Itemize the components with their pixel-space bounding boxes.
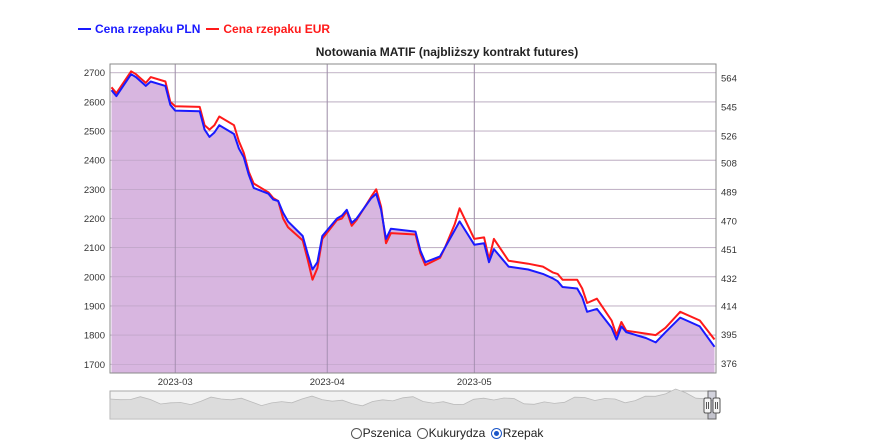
y-right-tick-label: 414 (721, 301, 737, 312)
radio-kukurydza[interactable]: Kukurydza (416, 426, 486, 440)
legend-eur-swatch (206, 28, 220, 30)
y-left-tick-label: 2700 (84, 68, 105, 79)
legend-eur-label: Cena rzepaku EUR (223, 22, 331, 36)
radio-rzepak[interactable]: Rzepak (490, 426, 544, 440)
y-right-tick-label: 508 (721, 159, 737, 170)
price-chart: 1700 1800 1900 2000 2100 2200 2300 2400 2500 2600… (84, 63, 737, 420)
y-left-tick-label: 2300 (84, 185, 105, 196)
handle-body (703, 397, 712, 414)
commodity-selector: Pszenica Kukurydza Rzepak (0, 426, 894, 442)
navigator-history (109, 388, 717, 420)
series-line-eur (110, 70, 716, 341)
y-left-tick-label: 2200 (84, 214, 105, 225)
series-line-pln (110, 73, 716, 348)
y-left-tick-label: 1700 (84, 360, 105, 371)
y-left-tick-label: 2100 (84, 243, 105, 254)
radio-pszenica[interactable]: Pszenica (350, 426, 412, 440)
radio-kukurydza-circle[interactable] (416, 427, 428, 439)
legend: Cena rzepaku PLN Cena rzepaku EUR (78, 22, 330, 36)
radio-kukurydza-label: Kukurydza (428, 426, 486, 440)
y-right-tick-label: 432 (721, 274, 737, 285)
range-handle-right-icon[interactable] (712, 397, 721, 414)
radio-pszenica-circle[interactable] (350, 427, 362, 439)
y-right-tick-label: 545 (721, 102, 737, 113)
y-right-tick-label: 564 (721, 74, 737, 85)
y-left-tick-label: 2400 (84, 156, 105, 167)
y-right-tick-label: 470 (721, 216, 737, 227)
y-right-tick-label: 376 (721, 359, 737, 370)
y-right-tick-label: 451 (721, 245, 737, 256)
series-area-fill (111, 74, 715, 373)
legend-pln-swatch (78, 28, 91, 30)
range-navigator (109, 388, 721, 420)
y-left-tick-label: 1900 (84, 301, 105, 312)
legend-item-eur[interactable]: Cena rzepaku EUR (206, 22, 330, 36)
x-tick-label: 2023-04 (310, 377, 345, 388)
radio-pszenica-label: Pszenica (362, 426, 412, 440)
handle-body (712, 397, 721, 414)
y-right-tick-label: 489 (721, 187, 737, 198)
y-right-tick-label: 395 (721, 330, 737, 341)
radio-rzepak-label: Rzepak (502, 426, 544, 440)
y-left-tick-label: 2600 (84, 97, 105, 108)
y-left-tick-label: 1800 (84, 331, 105, 342)
y-right-tick-label: 526 (721, 131, 737, 142)
legend-item-pln[interactable]: Cena rzepaku PLN (78, 22, 200, 36)
x-tick-label: 2023-05 (457, 377, 492, 388)
range-handle-left-icon[interactable] (703, 397, 712, 414)
plot-frame (109, 63, 717, 374)
x-tick-label: 2023-03 (158, 377, 193, 388)
radio-rzepak-circle[interactable] (490, 427, 502, 439)
legend-pln-label: Cena rzepaku PLN (95, 22, 201, 36)
y-left-tick-label: 2500 (84, 127, 105, 138)
y-left-tick-label: 2000 (84, 272, 105, 283)
chart-title: Notowania MATIF (najbliższy kontrakt fut… (315, 45, 579, 59)
